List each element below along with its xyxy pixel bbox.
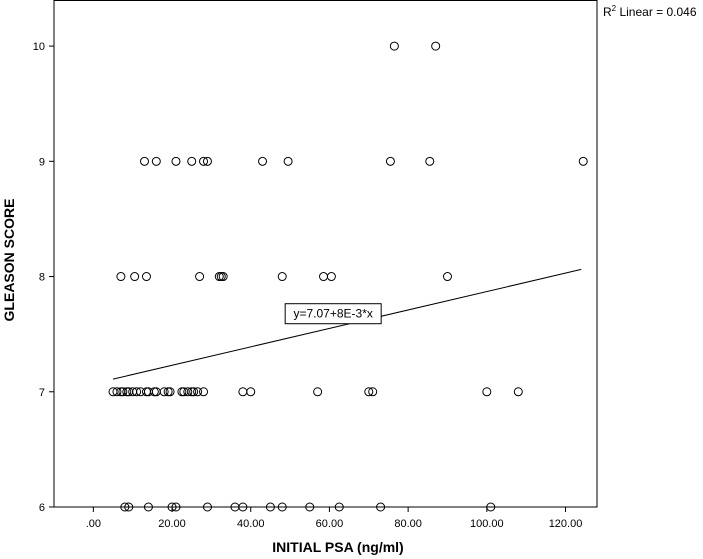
r-squared-superscript: 2 (611, 4, 617, 13)
data-point (141, 272, 151, 282)
data-point (143, 502, 153, 512)
y-tick-label: 8 (39, 272, 45, 284)
data-point (202, 502, 212, 512)
data-point (578, 156, 588, 166)
data-point (159, 387, 169, 397)
y-tick-label: 6 (39, 502, 45, 514)
y-tick-label: 10 (33, 41, 45, 53)
data-point (193, 387, 203, 397)
data-point (513, 387, 523, 397)
data-point (385, 156, 395, 166)
data-point (442, 272, 452, 282)
data-point (140, 156, 149, 166)
data-point (130, 272, 140, 282)
y-tick-label: 9 (39, 156, 45, 168)
data-point (149, 387, 159, 397)
data-point (364, 387, 374, 397)
data-point (141, 387, 151, 397)
x-axis-title: INITIAL PSA (ng/ml) (272, 539, 403, 555)
x-tick-label: 80.00 (394, 518, 422, 530)
x-tick-label: .00 (86, 518, 101, 530)
x-tick-label: 60.00 (316, 518, 344, 530)
data-point (319, 272, 329, 282)
data-point (151, 387, 161, 397)
data-point (118, 387, 128, 397)
data-point (202, 156, 212, 166)
data-point (183, 387, 193, 397)
data-point (258, 156, 268, 166)
data-point (112, 387, 122, 397)
data-point (376, 502, 386, 512)
data-point (265, 502, 275, 512)
equation-label-box: y=7.07+8E-3*x (284, 303, 382, 325)
data-point (195, 272, 205, 282)
x-tick-label: 120.00 (549, 518, 583, 530)
data-point (189, 387, 199, 397)
data-point (216, 272, 226, 282)
data-point (199, 156, 209, 166)
y-axis-title: GLEASON SCORE (1, 199, 17, 322)
regression-equation-label: y=7.07+8E-3*x (293, 307, 372, 321)
data-point (389, 41, 399, 51)
data-point (132, 387, 142, 397)
data-point (167, 502, 177, 512)
data-point (482, 387, 492, 397)
data-point (171, 156, 181, 166)
data-point (151, 156, 161, 166)
data-point (431, 41, 441, 51)
x-tick-label: 40.00 (237, 518, 265, 530)
data-point (165, 387, 175, 397)
data-point (120, 502, 130, 512)
r-squared-legend: R2 Linear = 0.046 (603, 4, 697, 19)
data-point (305, 502, 315, 512)
data-point (238, 502, 248, 512)
r-squared-label-prefix: R (603, 5, 612, 19)
data-point (218, 272, 228, 282)
data-point (425, 156, 435, 166)
x-tick-label: 20.00 (158, 518, 186, 530)
data-point (277, 272, 287, 282)
data-point (124, 502, 134, 512)
data-point (199, 387, 209, 397)
x-tick-label: 100.00 (470, 518, 504, 530)
data-point (334, 502, 344, 512)
data-point (187, 156, 197, 166)
data-point (313, 387, 323, 397)
data-point (171, 502, 181, 512)
regression-line (112, 268, 582, 380)
data-point (277, 502, 287, 512)
data-point (246, 387, 256, 397)
r-squared-value: Linear = 0.046 (616, 5, 697, 19)
data-point (116, 272, 126, 282)
plot-frame (53, 0, 598, 508)
data-point (368, 387, 378, 397)
data-point (486, 502, 496, 512)
y-tick-label: 7 (39, 387, 45, 399)
data-point (283, 156, 293, 166)
data-point (238, 387, 248, 397)
data-point (326, 272, 336, 282)
